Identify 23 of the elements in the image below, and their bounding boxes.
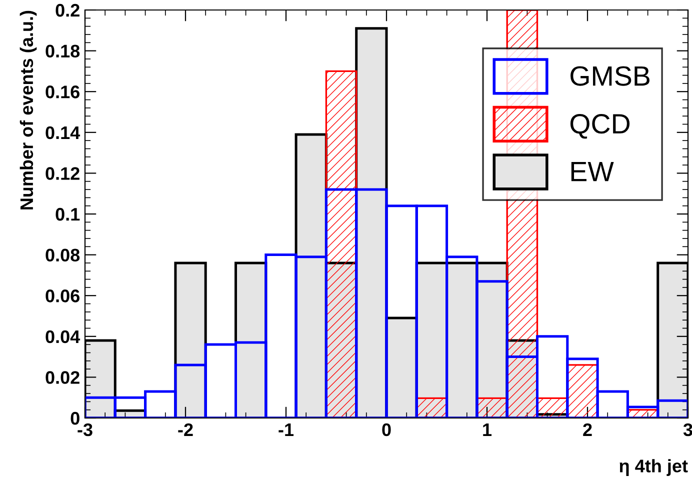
y-tick-label: 0 (70, 412, 80, 425)
x-tick-label: 0 (382, 423, 391, 436)
x-tick-label: -3 (78, 423, 92, 436)
y-tick-label: 0.16 (46, 86, 80, 98)
y-tick-label: 0.02 (46, 371, 80, 384)
y-tick-label: 0.2 (56, 4, 80, 17)
y-tick-label: 0.14 (46, 126, 80, 140)
x-axis-title: η 4th jet (620, 459, 688, 476)
x-tick-label: 2 (583, 423, 592, 436)
y-tick-label: 0.12 (46, 167, 80, 180)
legend-label: GMSB (570, 66, 650, 86)
x-tick-label: 3 (683, 423, 692, 436)
y-tick-label: 0.18 (46, 44, 80, 58)
legend-label: QCD (570, 114, 630, 139)
y-axis-title: Number of events (a.u.) (20, 10, 37, 210)
y-tick-label: 0.08 (46, 248, 80, 262)
y-tick-label: 0.1 (56, 208, 80, 221)
legend-label: EW (571, 162, 614, 182)
x-tick-label: -1 (278, 424, 294, 436)
x-tick-label: 1 (483, 424, 492, 436)
y-tick-label: 0.04 (46, 330, 80, 344)
y-tick-label: 0.06 (46, 290, 80, 302)
x-tick-label: -2 (178, 423, 193, 436)
